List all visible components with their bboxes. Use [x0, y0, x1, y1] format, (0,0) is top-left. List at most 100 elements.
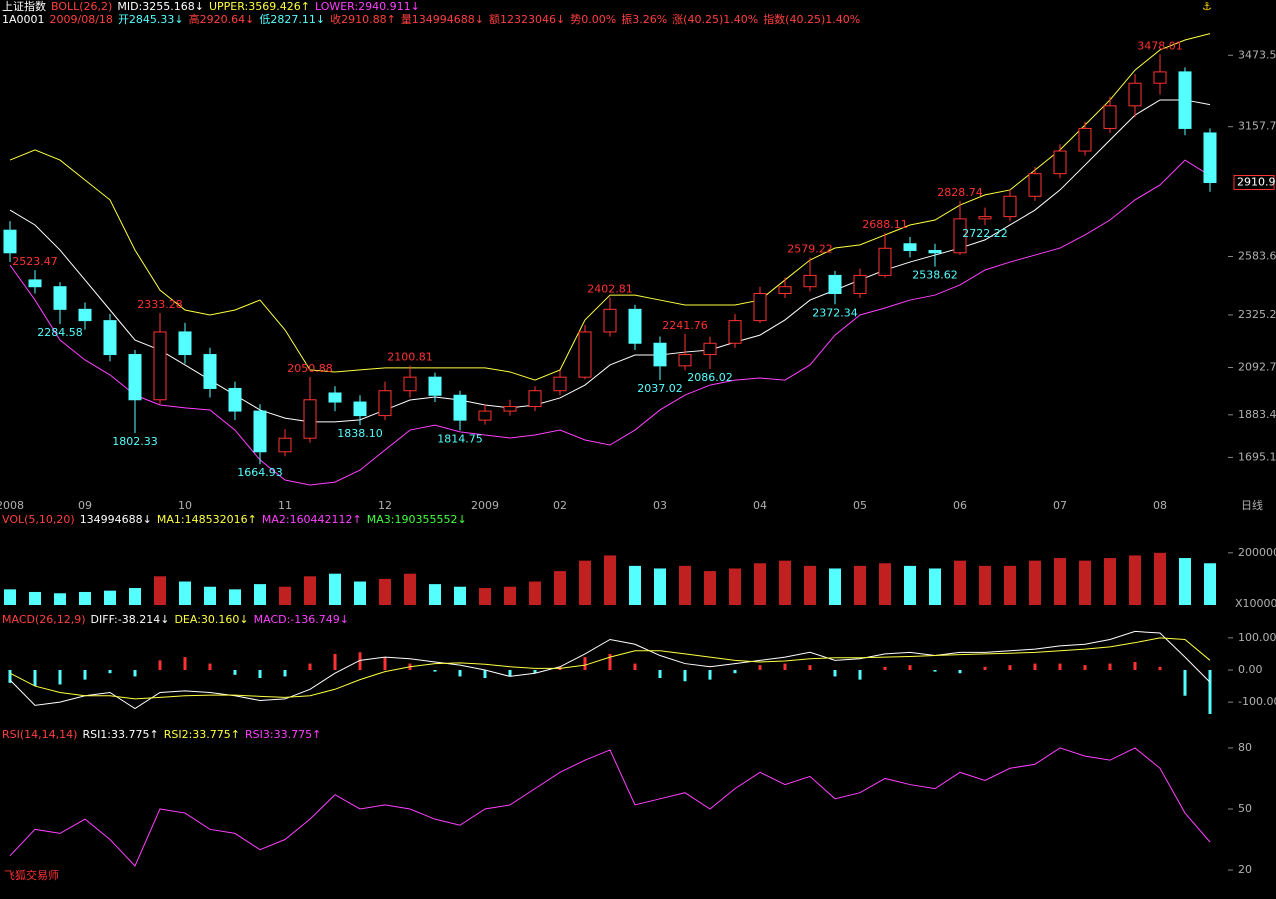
volume-bar — [879, 563, 891, 605]
macd-line — [9, 630, 1211, 710]
header-item: MA1:148532016↑ — [157, 513, 257, 526]
low-label: 2284.58 — [37, 326, 83, 339]
last-value-box — [1233, 174, 1275, 190]
candle-body — [778, 286, 792, 294]
x-tick-label: 06 — [953, 499, 967, 512]
header-row: 1A0001 2009/08/18 开2845.33↓ 高2920.64↓ 低2827.… — [2, 12, 860, 26]
candle-body — [228, 387, 242, 412]
header-item: VOL(5,10,20) — [2, 513, 75, 526]
candle-body — [1153, 71, 1167, 84]
y-tick-label: 2583.6 — [1238, 250, 1276, 263]
header-item: 指数(40.25)1.40% — [763, 12, 860, 26]
candle-body — [1103, 105, 1117, 129]
high-label: 2402.81 — [587, 282, 633, 295]
y-tick-label: 100.00 — [1238, 631, 1276, 644]
header-item: 低2827.11↓ — [259, 13, 325, 26]
high-label: 2579.22 — [787, 242, 833, 255]
header-item: MACD(26,12,9) — [2, 613, 86, 626]
volume-bar — [4, 589, 16, 605]
header-item: UPPER:3569.426↑ — [209, 0, 310, 13]
candle-body — [353, 401, 367, 417]
candle-body — [803, 274, 817, 288]
high-label: 2100.81 — [387, 351, 433, 364]
volume-bar — [929, 568, 941, 605]
x-tick-label: 10 — [178, 499, 192, 512]
candle-body — [628, 308, 642, 344]
low-label: 2037.02 — [637, 382, 683, 395]
volume-bar — [179, 581, 191, 605]
candle-body — [753, 292, 767, 322]
candle-body — [278, 437, 292, 453]
candle-body — [878, 247, 892, 276]
volume-bar — [754, 563, 766, 605]
volume-bar — [404, 573, 416, 605]
y-tick-label: 3473.5 — [1238, 48, 1276, 61]
header-item: RSI(14,14,14) — [2, 728, 77, 741]
header-item: RSI1:33.775↑ — [82, 728, 158, 741]
footer: 飞狐交易师 — [4, 868, 59, 882]
x-tick-label: 12 — [378, 499, 392, 512]
candle-body — [853, 274, 867, 294]
header-item: LOWER:2940.911↓ — [315, 0, 420, 13]
y-tick-label: 200000 — [1238, 546, 1276, 559]
rsi-line — [9, 747, 1211, 867]
y-tick-label: 2092.7 — [1238, 361, 1276, 374]
low-label: 1814.75 — [437, 432, 483, 445]
macd-line — [9, 637, 1211, 700]
candle-body — [1203, 132, 1217, 184]
header-item: 2009/08/18 — [50, 13, 113, 26]
low-label: 1664.93 — [237, 466, 283, 479]
volume-bar — [854, 565, 866, 605]
candle-body — [1128, 82, 1142, 107]
candle-body — [503, 406, 517, 412]
header-item: DIFF:-38.214↓ — [91, 613, 170, 626]
y-tick-label: 0.00 — [1238, 663, 1263, 676]
candle-body — [978, 216, 992, 220]
low-label: 2538.62 — [912, 269, 958, 282]
volume-bar — [454, 586, 466, 605]
volume-bar — [1004, 565, 1016, 605]
volume-bar — [254, 584, 266, 605]
x-tick-label: 09 — [78, 499, 92, 512]
candle-body — [153, 331, 167, 401]
candle-body — [1028, 173, 1042, 197]
header-item: 收2910.88↑ — [330, 12, 396, 26]
volume-bar — [279, 586, 291, 605]
volume-bar — [29, 591, 41, 605]
volume-bar — [804, 565, 816, 605]
header-item: 量134994688↓ — [401, 13, 484, 26]
candle-body — [53, 286, 67, 310]
header-item: 134994688↓ — [80, 513, 152, 526]
candle-body — [953, 218, 967, 254]
volume-bar — [304, 576, 316, 605]
header-item: 上证指数 — [2, 0, 46, 13]
candle-body — [678, 354, 692, 367]
header-item: RSI3:33.775↑ — [245, 728, 321, 741]
volume-bar — [779, 560, 791, 605]
boll-line — [9, 159, 1211, 486]
candle-body — [203, 354, 217, 389]
volume-bar — [1129, 555, 1141, 605]
x-tick-label: 2009 — [471, 499, 499, 512]
candle-body — [1003, 195, 1017, 218]
volume-bar — [1104, 558, 1116, 605]
header-row: MACD(26,12,9) DIFF:-38.214↓ DEA:30.160↓ MAC… — [2, 613, 349, 626]
volume-bar — [329, 573, 341, 605]
volume-bar — [354, 581, 366, 605]
volume-bar — [104, 590, 116, 605]
candle-body — [303, 399, 317, 439]
low-label: 1802.33 — [112, 435, 158, 448]
volume-bar — [604, 555, 616, 605]
y-tick-label: 20 — [1238, 863, 1252, 876]
volume-bar — [204, 586, 216, 605]
volume-bar — [129, 588, 141, 605]
volume-bar — [1054, 558, 1066, 605]
volume-bar — [979, 565, 991, 605]
high-label: 2241.76 — [662, 319, 708, 332]
anchor-icon: ⚓ — [1202, 0, 1212, 13]
candle-body — [828, 274, 842, 294]
high-label: 2828.74 — [937, 186, 983, 199]
volume-bar — [429, 584, 441, 605]
y-tick-label: 80 — [1238, 741, 1252, 754]
